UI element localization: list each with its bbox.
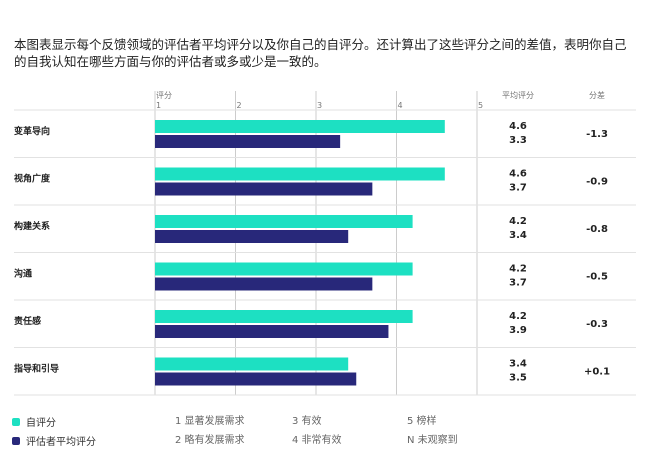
bar-self-score [155,357,349,371]
legend-label: 自评分 [26,418,56,429]
rater-avg-value: 3.5 [509,373,527,384]
diff-value: -0.3 [586,319,608,330]
bar-rater-avg [155,230,349,243]
category-label: 责任感 [14,315,41,327]
category-label: 指导和引导 [14,363,59,375]
self-score-value: 4.2 [509,216,527,227]
rater-avg-value: 3.9 [509,325,527,336]
self-score-value: 4.6 [509,169,527,180]
bar-self-score [155,310,413,323]
self-score-value: 3.4 [509,359,527,370]
rater-avg-value: 3.4 [509,230,527,241]
scale-item: 1 显著发展需求 [175,416,245,427]
bar-self-score [155,262,413,276]
bar-self-score [155,167,445,181]
category-label: 视角广度 [14,173,51,185]
bar-rater-avg [155,372,357,386]
legend-item: 评估者平均评分 [12,433,96,448]
rater-avg-value: 3.7 [509,278,527,289]
axis-label: 评分 [156,91,172,100]
avg-header: 平均评分 [502,90,534,100]
bar-rater-avg [155,182,373,196]
scale-item: 5 榜样 [407,416,437,427]
self-score-value: 4.6 [509,121,527,132]
category-label: 沟通 [14,268,32,280]
diff-value: -0.5 [586,272,608,283]
diff-header: 分差 [589,90,605,100]
x-tick-label: 5 [478,101,483,110]
diff-value: +0.1 [584,367,610,378]
bar-rater-avg [155,277,373,291]
legend-item: 自评分 [12,414,56,429]
bar-self-score [155,120,445,133]
x-tick-label: 3 [317,101,322,110]
intro-text: 本图表显示每个反馈领域的评估者平均评分以及你自己的自评分。还计算出了这些评分之间… [14,37,627,69]
rater-avg-value: 3.3 [509,135,527,146]
legend-swatch [12,417,20,426]
legend-label: 评估者平均评分 [26,437,96,448]
category-label: 构建关系 [14,220,50,232]
x-tick-label: 4 [398,101,403,110]
self-score-value: 4.2 [509,311,527,322]
bar-rater-avg [155,325,389,338]
scale-item: 4 非常有效 [292,435,342,446]
diff-value: -0.8 [586,224,608,235]
category-label: 变革导向 [14,125,50,137]
x-tick-label: 2 [237,101,242,110]
scale-item: 2 略有发展需求 [175,435,245,446]
diff-value: -1.3 [586,129,608,140]
rater-avg-value: 3.7 [509,183,527,194]
bar-rater-avg [155,135,341,148]
legend-swatch [12,436,20,445]
diff-value: -0.9 [586,177,608,188]
bar-self-score [155,215,413,228]
x-tick-label: 1 [156,101,161,110]
scale-item: 3 有效 [292,416,322,427]
scale-item: N 未观察到 [407,435,458,446]
self-score-value: 4.2 [509,264,527,275]
